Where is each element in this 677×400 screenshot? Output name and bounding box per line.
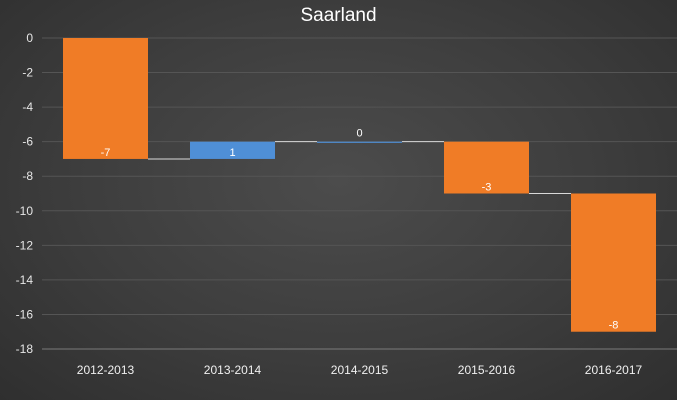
waterfall-bar	[444, 141, 529, 194]
chart-title: Saarland	[300, 5, 377, 26]
waterfall-bar	[190, 141, 275, 159]
y-tick-label: -4	[22, 100, 33, 114]
y-tick-label: -14	[16, 273, 34, 287]
x-category-label: 2013-2014	[204, 363, 262, 377]
y-tick-label: -2	[22, 66, 33, 80]
data-label: 0	[356, 128, 362, 140]
x-category-label: 2014-2015	[331, 363, 389, 377]
x-category-label: 2012-2013	[77, 363, 135, 377]
data-label: -8	[609, 320, 619, 332]
y-tick-label: 0	[26, 31, 33, 45]
waterfall-bar	[63, 38, 148, 159]
y-tick-label: -6	[22, 135, 33, 149]
y-tick-label: -8	[22, 169, 33, 183]
x-category-label: 2015-2016	[458, 363, 516, 377]
data-label: 1	[229, 147, 235, 159]
y-tick-label: -18	[16, 342, 34, 356]
y-tick-label: -10	[16, 204, 34, 218]
y-tick-label: -16	[16, 307, 34, 321]
y-tick-label: -12	[16, 238, 34, 252]
x-category-label: 2016-2017	[585, 363, 643, 377]
waterfall-bar	[317, 141, 402, 143]
waterfall-bar	[571, 193, 656, 332]
data-label: -7	[101, 147, 111, 159]
data-label: -3	[482, 182, 492, 194]
